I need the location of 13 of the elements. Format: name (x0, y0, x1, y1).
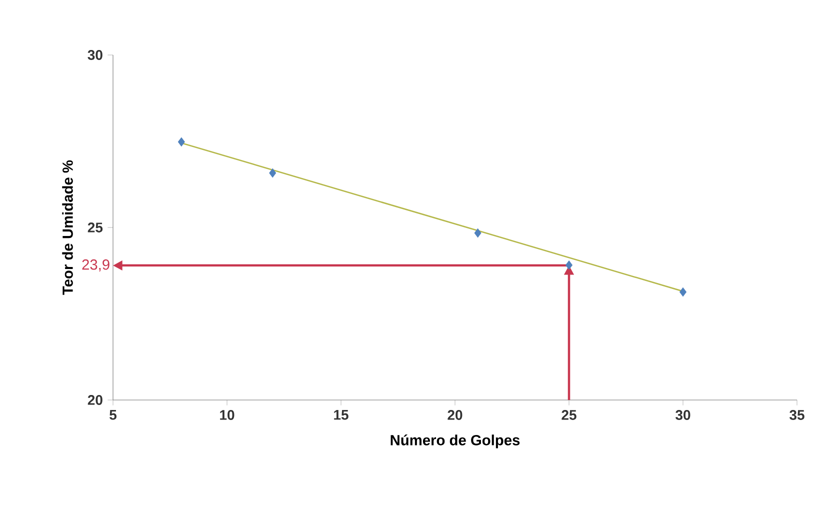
ref-line-label: 23,9 (82, 259, 110, 272)
x-axis-title: Número de Golpes (390, 434, 520, 448)
x-tick-label: 25 (562, 410, 576, 420)
y-tick-label: 30 (88, 50, 102, 60)
x-tick-label: 10 (220, 410, 234, 420)
y-tick-label: 20 (88, 395, 102, 405)
y-tick-label: 25 (88, 222, 103, 232)
y-axis-title: Teor de Umidade % (62, 160, 73, 295)
x-tick-label: 20 (448, 410, 462, 420)
x-tick-label: 5 (110, 410, 116, 420)
x-tick-label: 15 (334, 410, 348, 420)
x-tick-label: 35 (790, 410, 804, 420)
x-tick-label: 30 (676, 410, 690, 420)
